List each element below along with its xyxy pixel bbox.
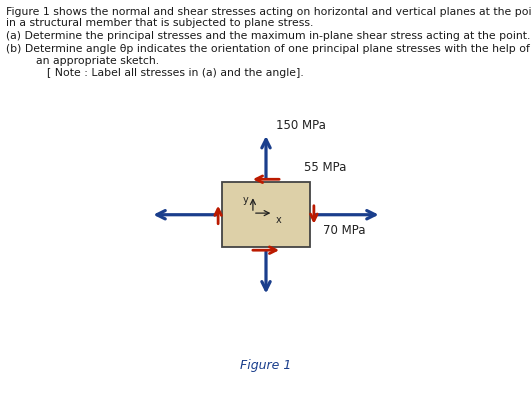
Text: in a structural member that is subjected to plane stress.: in a structural member that is subjected…	[6, 18, 314, 28]
Text: x: x	[276, 216, 282, 225]
Text: (b) Determine angle θp indicates the orientation of one principal plane stresses: (b) Determine angle θp indicates the ori…	[6, 44, 530, 54]
Text: an appropriate sketch.: an appropriate sketch.	[36, 56, 159, 66]
Text: (a) Determine the principal stresses and the maximum in-plane shear stress actin: (a) Determine the principal stresses and…	[6, 31, 531, 41]
Text: 55 MPa: 55 MPa	[304, 161, 347, 174]
Text: 70 MPa: 70 MPa	[323, 224, 365, 237]
Text: Figure 1 shows the normal and shear stresses acting on horizontal and vertical p: Figure 1 shows the normal and shear stre…	[6, 7, 532, 17]
Text: y: y	[243, 195, 248, 205]
Text: 150 MPa: 150 MPa	[276, 119, 326, 132]
Text: [ Note : Label all stresses in (a) and the angle].: [ Note : Label all stresses in (a) and t…	[47, 68, 304, 78]
Bar	[222, 182, 310, 247]
Text: Figure 1: Figure 1	[240, 359, 292, 372]
